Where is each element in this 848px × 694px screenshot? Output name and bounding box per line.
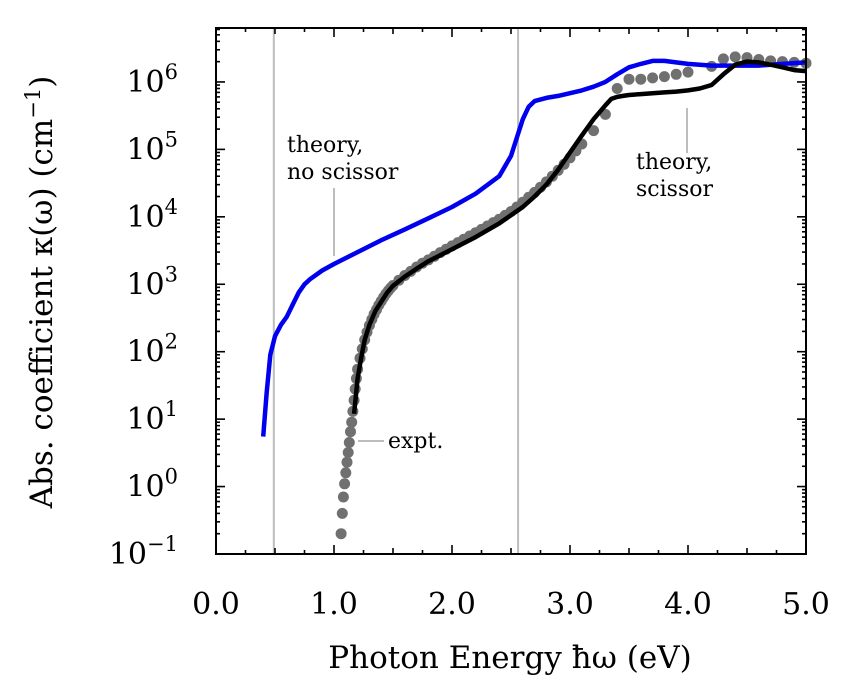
series-line-theory-no-scissor: [260, 58, 807, 437]
annotation-no-scissor: theory, no scissor: [287, 133, 399, 185]
y-tick-label: 100: [126, 465, 178, 505]
expt-point: [658, 71, 670, 83]
expt-point: [647, 72, 659, 84]
annotation-no-scissor-line2: no scissor: [287, 160, 399, 185]
annotation-expt: expt.: [388, 429, 443, 454]
y-tick-label-base: 10: [126, 267, 164, 302]
expt-point: [682, 66, 694, 78]
expt-point: [623, 73, 635, 85]
y-tick-label-exp: 5: [165, 127, 178, 151]
x-tick-label: 4.0: [664, 587, 712, 622]
y-tick-label-base: 10: [126, 470, 164, 505]
y-tick-label: 105: [126, 127, 178, 167]
expt-point: [346, 416, 358, 428]
expt-point: [345, 426, 356, 438]
guide-lines: [272, 28, 520, 554]
expt-point: [339, 478, 351, 490]
y-tick-label: 103: [126, 262, 178, 302]
y-tick-label-base: 10: [126, 65, 164, 100]
expt-point: [343, 437, 355, 448]
y-tick-label-exp: 2: [165, 330, 178, 354]
y-tick-label-exp: 4: [165, 195, 178, 219]
x-tick-label: 2.0: [428, 587, 476, 622]
x-tick-label: 1.0: [310, 587, 358, 622]
expt-point: [670, 68, 682, 80]
annotations: theory, no scissor theory, scissor expt.: [287, 133, 719, 454]
y-tick-label-exp: 3: [165, 262, 178, 286]
x-tick-label: 3.0: [546, 587, 594, 622]
x-tick-label: 0.0: [192, 587, 240, 622]
y-tick-label: 101: [126, 397, 178, 437]
series-lines: [260, 58, 807, 437]
expt-point: [341, 456, 353, 468]
annotation-leaders: [333, 108, 688, 442]
y-tick-label-base: 10: [126, 402, 164, 437]
x-tick-labels: 0.0 1.0 2.0 3.0 4.0 5.0: [192, 587, 830, 622]
y-tick-label-base: 10: [126, 132, 164, 167]
y-tick-label-base: 10: [126, 200, 164, 235]
y-axis-title-sup: −1: [21, 88, 45, 119]
expt-point: [336, 507, 348, 519]
y-tick-label-base: 10: [126, 335, 164, 370]
series-expt: [335, 51, 812, 540]
y-tick-label-exp: 0: [165, 465, 178, 489]
expt-point: [337, 491, 349, 503]
y-tick-label: 102: [126, 330, 178, 370]
plot-frame: [215, 27, 807, 555]
y-tick-label: 104: [126, 195, 178, 235]
x-axis-title: Photon Energy ħω (eV): [328, 640, 691, 676]
y-tick-label-base: 10: [109, 537, 147, 572]
annotation-scissor-line2: scissor: [636, 177, 713, 202]
annotation-scissor: theory, scissor: [636, 150, 719, 202]
expt-point: [635, 73, 647, 85]
expt-point: [342, 447, 354, 458]
y-axis-title-main: Abs. coefficient κ(ω) (cm: [24, 119, 60, 510]
expt-point: [717, 53, 729, 65]
series-line-theory-scissor: [351, 59, 807, 415]
expt-point: [340, 467, 352, 479]
expt-point: [729, 51, 741, 63]
annotation-scissor-line1: theory,: [636, 150, 712, 175]
expt-point: [611, 83, 623, 94]
expt-point: [335, 528, 347, 540]
y-tick-label: 10−1: [109, 532, 178, 572]
y-tick-label: 106: [126, 60, 178, 100]
axis-ticks: [215, 28, 807, 555]
expt-point: [588, 125, 600, 137]
y-tick-label-exp: 6: [165, 60, 178, 84]
x-tick-label: 5.0: [782, 587, 830, 622]
annotation-no-scissor-line1: theory,: [287, 133, 363, 158]
y-tick-label-exp: −1: [147, 532, 178, 556]
y-axis-title-close: ): [24, 76, 60, 88]
y-axis-title: Abs. coefficient κ(ω) (cm−1): [21, 76, 60, 510]
y-tick-label-exp: 1: [165, 397, 178, 421]
